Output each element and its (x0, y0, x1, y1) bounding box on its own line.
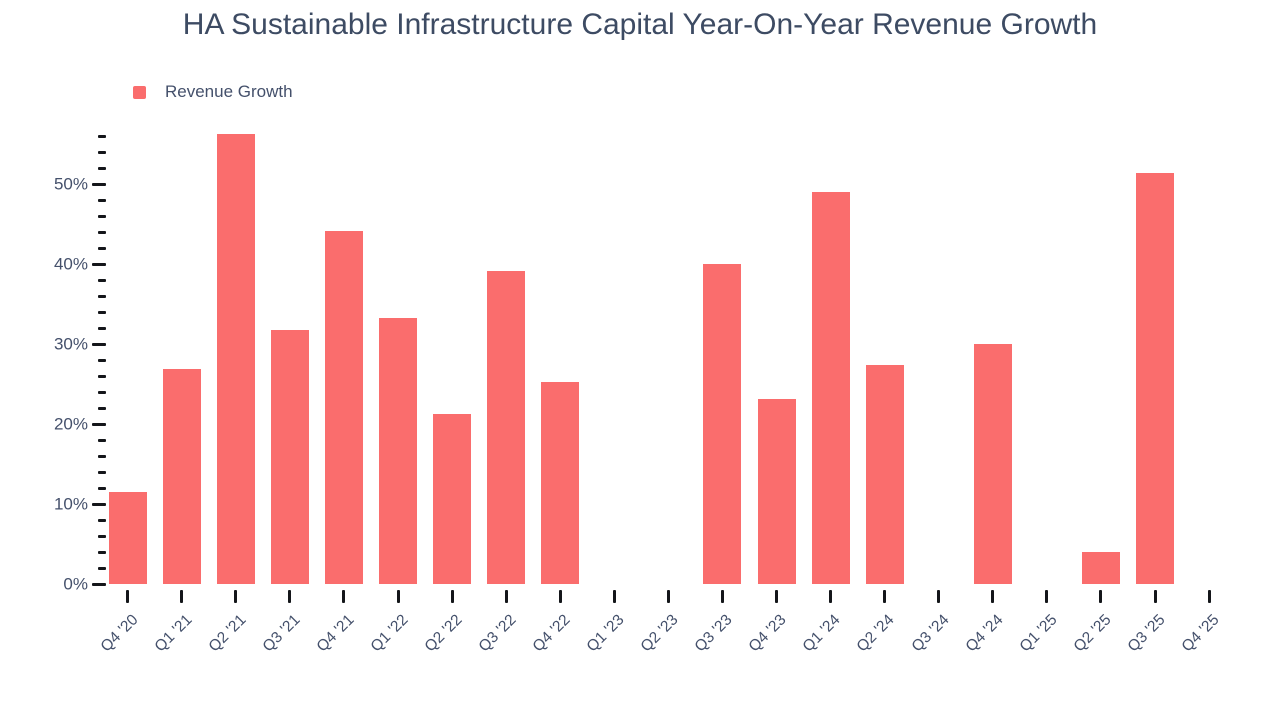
y-axis-tick (92, 182, 106, 186)
x-axis-label: Q1 '24 (799, 611, 844, 656)
x-axis-tick (504, 590, 508, 603)
bar-q1-24[interactable] (811, 192, 850, 584)
y-axis-label: 0% (63, 574, 88, 594)
x-axis-tick (234, 590, 238, 603)
x-axis-tick (1207, 590, 1211, 603)
x-axis-label: Q3 '22 (475, 611, 520, 656)
y-axis-tick (92, 422, 106, 426)
x-axis-tick (937, 590, 941, 603)
legend-item-revenue-growth[interactable]: Revenue Growth (133, 82, 293, 102)
y-axis-tick (98, 134, 106, 138)
bar-q4-24[interactable] (973, 344, 1012, 584)
x-axis-label: Q4 '21 (313, 611, 358, 656)
legend-label: Revenue Growth (165, 82, 293, 101)
y-axis-label: 40% (53, 254, 88, 274)
y-axis-tick (98, 150, 106, 154)
y-axis-label: 10% (53, 494, 88, 514)
y-axis-tick (98, 358, 106, 362)
x-axis-tick (720, 590, 724, 603)
bar-q2-21[interactable] (216, 133, 255, 584)
x-axis-tick (288, 590, 292, 603)
x-axis-tick (775, 590, 779, 603)
y-axis-label: 20% (53, 414, 88, 434)
x-axis-tick (1099, 590, 1103, 603)
y-axis-tick (92, 502, 106, 506)
y-axis-tick (98, 518, 106, 522)
bar-q4-22[interactable] (541, 382, 580, 584)
x-axis-label: Q4 '23 (745, 611, 790, 656)
bar-q3-25[interactable] (1136, 172, 1175, 584)
y-axis-tick (98, 246, 106, 250)
x-axis-label: Q1 '25 (1016, 611, 1061, 656)
x-axis-label: Q3 '25 (1124, 611, 1169, 656)
x-axis-tick (396, 590, 400, 603)
bar-q4-21[interactable] (324, 231, 363, 584)
y-axis-tick (98, 566, 106, 570)
y-axis-tick (98, 310, 106, 314)
chart-title: HA Sustainable Infrastructure Capital Ye… (182, 8, 1098, 41)
bar-q4-20[interactable] (108, 492, 147, 584)
y-axis-tick (98, 390, 106, 394)
x-axis-label: Q3 '23 (691, 611, 736, 656)
y-axis-tick (98, 438, 106, 442)
bar-q2-22[interactable] (433, 414, 472, 584)
x-axis-label: Q2 '25 (1070, 611, 1115, 656)
y-axis-tick (98, 534, 106, 538)
y-axis-tick (98, 486, 106, 490)
x-axis-label: Q1 '22 (367, 611, 412, 656)
y-axis-tick (98, 294, 106, 298)
bar-q3-23[interactable] (703, 264, 742, 584)
y-axis-tick (92, 342, 106, 346)
y-axis-tick (98, 230, 106, 234)
y-axis-tick (98, 326, 106, 330)
bar-q4-23[interactable] (757, 399, 796, 584)
bar-q2-24[interactable] (865, 364, 904, 584)
x-axis-tick (666, 590, 670, 603)
x-axis-tick (991, 590, 995, 603)
x-axis-label: Q2 '23 (637, 611, 682, 656)
bar-q2-25[interactable] (1081, 552, 1120, 584)
bar-q1-22[interactable] (379, 318, 418, 584)
y-axis-label: 50% (53, 174, 88, 194)
legend-swatch-icon (133, 85, 146, 99)
x-axis-label: Q4 '22 (529, 611, 574, 656)
y-axis-tick (98, 374, 106, 378)
bar-q3-21[interactable] (270, 329, 309, 584)
x-axis-label: Q2 '22 (421, 611, 466, 656)
x-axis-label: Q3 '21 (259, 611, 304, 656)
y-axis-tick (92, 262, 106, 266)
x-axis-label: Q2 '24 (854, 611, 898, 656)
y-axis-tick (98, 550, 106, 554)
bar-q3-22[interactable] (487, 271, 526, 584)
x-axis-tick (1045, 590, 1049, 603)
y-axis-tick (98, 166, 106, 170)
y-axis-tick (98, 198, 106, 202)
y-axis-tick (98, 278, 106, 282)
y-axis-tick (98, 454, 106, 458)
x-axis-label: Q4 '20 (97, 611, 142, 656)
y-axis-label: 30% (53, 334, 88, 354)
x-axis-tick (126, 590, 130, 603)
x-axis-tick (612, 590, 616, 603)
x-axis-tick (450, 590, 454, 603)
x-axis-tick (829, 590, 833, 603)
x-axis-tick (558, 590, 562, 603)
y-axis-tick (92, 582, 106, 586)
x-axis-label: Q1 '23 (583, 611, 628, 656)
x-axis-label: Q3 '24 (908, 611, 953, 656)
y-axis-tick (98, 406, 106, 410)
x-axis-tick (342, 590, 346, 603)
x-axis-label: Q2 '21 (205, 611, 250, 656)
x-axis-tick (1153, 590, 1157, 603)
x-axis-label: Q4 '25 (1178, 611, 1223, 656)
y-axis-tick (98, 214, 106, 218)
bar-q1-21[interactable] (162, 368, 201, 584)
x-axis-tick (180, 590, 184, 603)
x-axis-label: Q1 '21 (151, 611, 196, 656)
y-axis-tick (98, 470, 106, 474)
x-axis-label: Q4 '24 (962, 611, 1007, 656)
x-axis-tick (883, 590, 887, 603)
